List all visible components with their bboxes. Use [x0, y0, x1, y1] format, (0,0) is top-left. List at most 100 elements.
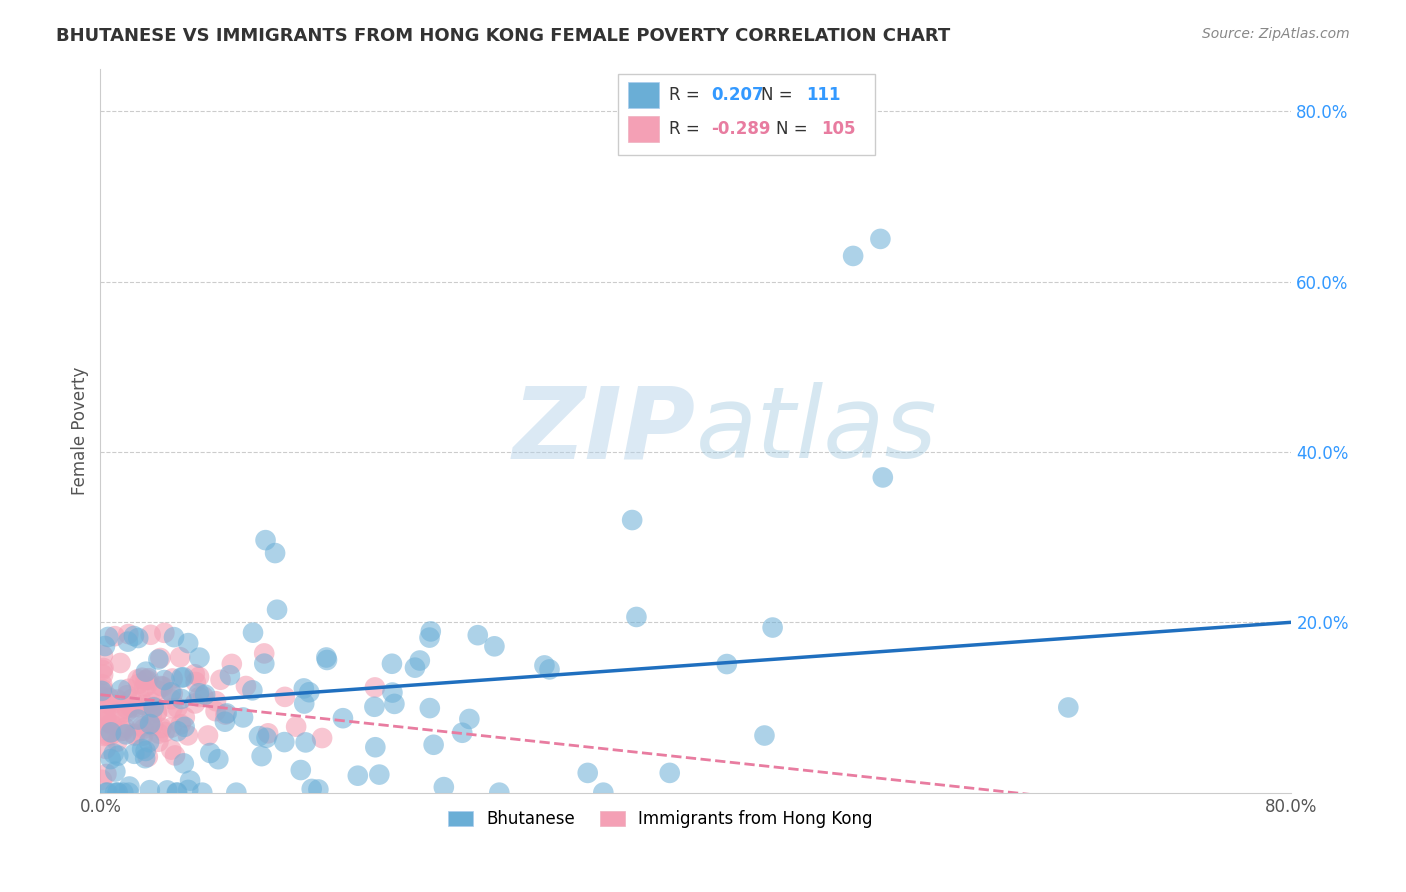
Point [264, 546, 287, 560]
Point [91, 648, 114, 663]
Text: Source: ZipAtlas.com: Source: ZipAtlas.com [1202, 27, 1350, 41]
Point [108, 706, 131, 720]
Point [250, 749, 273, 764]
Point [142, 699, 165, 714]
Point [404, 660, 426, 674]
Point [148, 652, 170, 666]
Point [142, 700, 165, 714]
Point [179, 773, 201, 788]
Point [91, 772, 114, 787]
Point [219, 668, 242, 682]
Point [254, 533, 277, 548]
Text: N =: N = [776, 120, 813, 138]
Point [153, 673, 176, 687]
Point [214, 714, 236, 729]
Y-axis label: Female Poverty: Female Poverty [72, 367, 89, 495]
Point [129, 693, 152, 707]
Point [160, 742, 183, 756]
Point [107, 748, 129, 763]
Point [127, 631, 149, 645]
Text: atlas: atlas [696, 382, 938, 479]
Point [142, 718, 165, 732]
Text: 105: 105 [821, 120, 855, 138]
Point [869, 232, 891, 246]
Point [170, 692, 193, 706]
Point [256, 731, 278, 745]
Point [187, 686, 209, 700]
Point [576, 765, 599, 780]
Point [93, 661, 115, 675]
Point [98, 690, 121, 705]
Point [91, 682, 114, 697]
Point [409, 653, 432, 667]
Point [128, 677, 150, 691]
Point [301, 781, 323, 796]
Point [716, 657, 738, 671]
Point [488, 786, 510, 800]
Point [166, 786, 188, 800]
Point [136, 749, 159, 764]
Point [100, 716, 122, 731]
Point [315, 650, 337, 665]
Point [153, 625, 176, 640]
Point [247, 729, 270, 743]
Point [184, 675, 207, 690]
Point [221, 657, 243, 671]
Point [149, 679, 172, 693]
Point [104, 629, 127, 643]
Point [97, 697, 120, 711]
Point [451, 725, 474, 739]
Point [193, 690, 215, 704]
Point [94, 742, 117, 756]
Point [253, 657, 276, 671]
Point [139, 783, 162, 797]
Point [94, 711, 117, 725]
Point [381, 685, 404, 699]
Point [173, 756, 195, 771]
Point [419, 624, 441, 639]
Text: -0.289: -0.289 [711, 120, 770, 138]
Point [215, 706, 238, 721]
Point [204, 704, 226, 718]
Point [184, 667, 207, 681]
Point [169, 650, 191, 665]
Point [96, 707, 118, 722]
FancyBboxPatch shape [628, 82, 659, 108]
Point [131, 671, 153, 685]
Point [257, 726, 280, 740]
Point [298, 685, 321, 699]
Point [117, 634, 139, 648]
Point [156, 783, 179, 797]
Point [94, 786, 117, 800]
Point [122, 629, 145, 643]
Point [96, 767, 118, 781]
Text: 0.207: 0.207 [711, 87, 763, 104]
Point [145, 706, 167, 720]
Point [136, 673, 159, 687]
Point [225, 786, 247, 800]
Point [100, 725, 122, 739]
Point [110, 724, 132, 739]
Point [134, 680, 156, 694]
Point [141, 695, 163, 709]
Point [120, 699, 142, 714]
Point [150, 721, 173, 735]
Point [533, 658, 555, 673]
Point [97, 729, 120, 743]
Point [368, 767, 391, 781]
Point [105, 734, 128, 748]
Point [112, 723, 135, 738]
Point [467, 628, 489, 642]
Point [316, 653, 339, 667]
Point [107, 786, 129, 800]
Point [107, 786, 129, 800]
Point [332, 711, 354, 725]
Point [166, 786, 188, 800]
Point [160, 721, 183, 735]
Text: ZIP: ZIP [513, 382, 696, 479]
Point [294, 735, 316, 749]
Point [872, 470, 894, 484]
Point [121, 701, 143, 715]
Point [138, 671, 160, 685]
Point [363, 699, 385, 714]
